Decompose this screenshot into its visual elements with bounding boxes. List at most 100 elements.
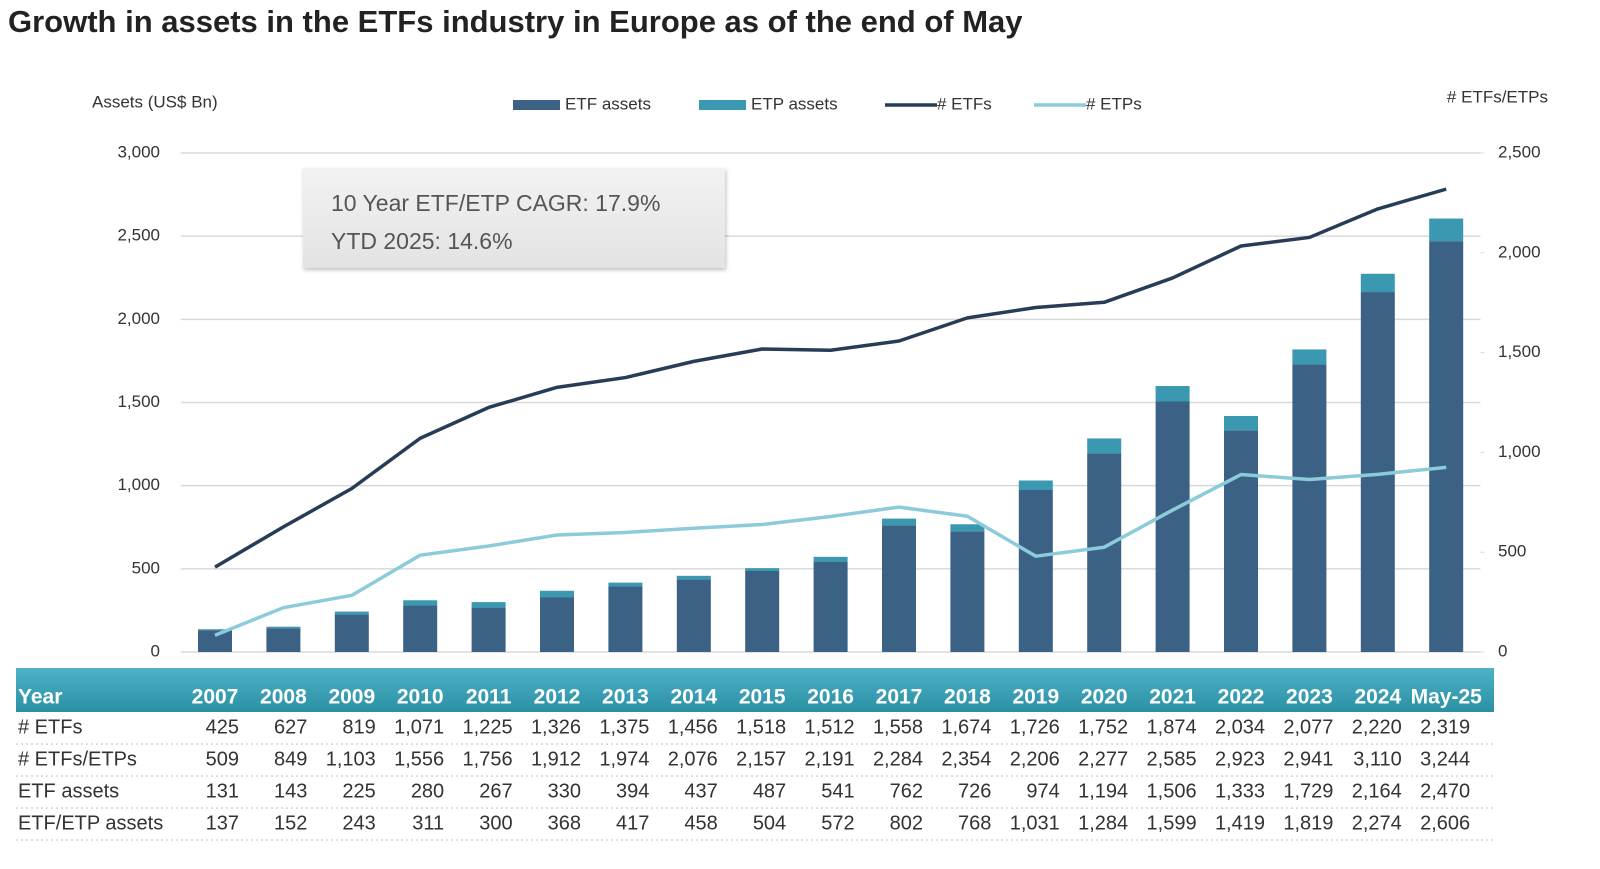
table-header-cell: 2019 [1012, 686, 1059, 709]
table-cell: 1,506 [1147, 780, 1197, 802]
bar [1429, 241, 1464, 652]
table-cell: 1,912 [531, 748, 581, 770]
y-axis-label: Assets (US$ Bn) [92, 92, 218, 111]
annotation: YTD 2025: 14.6% [331, 228, 513, 254]
table-cell: 243 [342, 812, 375, 834]
legend-label: ETP assets [751, 94, 838, 113]
bar [676, 579, 711, 652]
bar [1224, 430, 1258, 652]
legend-label: # ETPs [1086, 94, 1142, 113]
bar [403, 605, 438, 652]
table-cell: 2,034 [1215, 716, 1265, 738]
table-cell: 2,284 [873, 748, 923, 770]
table-cell: 1,031 [1010, 812, 1060, 834]
table-cell: 1,558 [873, 716, 923, 738]
table-cell: 572 [821, 812, 854, 834]
legend-swatch [699, 100, 746, 110]
bar [471, 607, 506, 652]
bar [471, 602, 506, 608]
table-cell: 849 [274, 748, 307, 770]
bars [198, 218, 1464, 652]
bar [1360, 273, 1395, 293]
table-cell: 1,225 [463, 716, 513, 738]
table-cell: 1,333 [1215, 780, 1265, 802]
table-row-label: ETF/ETP assets [18, 812, 163, 834]
table-cell: 330 [548, 780, 581, 802]
table-cell: 1,974 [599, 748, 649, 770]
legend-swatch [513, 100, 560, 110]
table-header-cell: 2008 [260, 686, 307, 709]
table-cell: 726 [958, 780, 991, 802]
table-cell: 300 [479, 812, 512, 834]
annotation: 10 Year ETF/ETP CAGR: 17.9% [331, 190, 660, 216]
table-cell: 1,518 [736, 716, 786, 738]
table-cell: 137 [206, 812, 239, 834]
table-cell: 2,319 [1420, 716, 1470, 738]
table-cell: 1,556 [394, 748, 444, 770]
table-cell: 1,419 [1215, 812, 1265, 834]
y2-axis-label: # ETFs/ETPs [1447, 87, 1548, 106]
table-header-cell: 2014 [670, 686, 717, 709]
table-cell: 2,585 [1147, 748, 1197, 770]
table-cell: 1,729 [1283, 780, 1333, 802]
table-cell: 143 [274, 780, 307, 802]
table-row-label: # ETFs [18, 716, 82, 738]
table-cell: 2,470 [1420, 780, 1470, 802]
table-header-cell: 2023 [1286, 686, 1333, 709]
table-cell: 131 [206, 780, 239, 802]
bar [813, 556, 848, 563]
table-cell: 2,354 [941, 748, 991, 770]
table-cell: 2,277 [1078, 748, 1128, 770]
table-cell: 504 [753, 812, 786, 834]
bar [198, 630, 232, 652]
table-cell: 437 [684, 780, 717, 802]
bar [1429, 218, 1464, 242]
table-cell: 487 [753, 780, 786, 802]
table-cell: 3,110 [1353, 748, 1402, 770]
table-cell: 2,077 [1283, 716, 1333, 738]
y-tick-label: 500 [132, 558, 160, 577]
bar [676, 575, 711, 580]
table-header-cell: May-25 [1411, 686, 1483, 709]
line [214, 465, 1447, 637]
table-cell: 802 [890, 812, 923, 834]
table-header-cell: 2016 [807, 686, 854, 709]
table-cell: 280 [411, 780, 444, 802]
table-cell: 1,756 [463, 748, 513, 770]
chart-title: Growth in assets in the ETFs industry in… [8, 4, 1023, 39]
table-cell: 1,326 [531, 716, 581, 738]
bar [745, 568, 780, 571]
legend-label: ETF assets [565, 94, 651, 113]
table-cell: 3,244 [1420, 748, 1470, 770]
table-cell: 311 [412, 812, 444, 834]
y2-tick-label: 500 [1498, 542, 1526, 561]
table-cell: 2,606 [1420, 812, 1470, 834]
bar [950, 524, 985, 532]
y-tick-label: 3,000 [117, 142, 160, 161]
table-cell: 1,284 [1078, 812, 1128, 834]
table-cell: 1,456 [668, 716, 718, 738]
table-cell: 394 [616, 780, 649, 802]
table-cell: 2,274 [1352, 812, 1402, 834]
table-row-label: # ETFs/ETPs [18, 748, 137, 770]
y2-tick-label: 2,500 [1498, 142, 1541, 161]
bar [540, 597, 574, 652]
bar [540, 590, 574, 598]
table-header-cell: 2018 [944, 686, 991, 709]
table-header-cell: 2021 [1149, 686, 1196, 709]
table-cell: 1,071 [394, 716, 444, 738]
bar [334, 614, 369, 652]
bar [950, 531, 985, 652]
table-cell: 1,375 [599, 716, 649, 738]
table-header-cell: 2017 [876, 686, 923, 709]
table-cell: 2,164 [1352, 780, 1402, 802]
table-cell: 1,512 [805, 716, 855, 738]
table-cell: 2,191 [805, 748, 855, 770]
bar [882, 525, 916, 652]
y2-tick-label: 1,500 [1498, 342, 1541, 361]
bar [266, 626, 301, 629]
table-header-cell: 2013 [602, 686, 649, 709]
table-cell: 267 [479, 780, 512, 802]
table-cell: 1,599 [1147, 812, 1197, 834]
